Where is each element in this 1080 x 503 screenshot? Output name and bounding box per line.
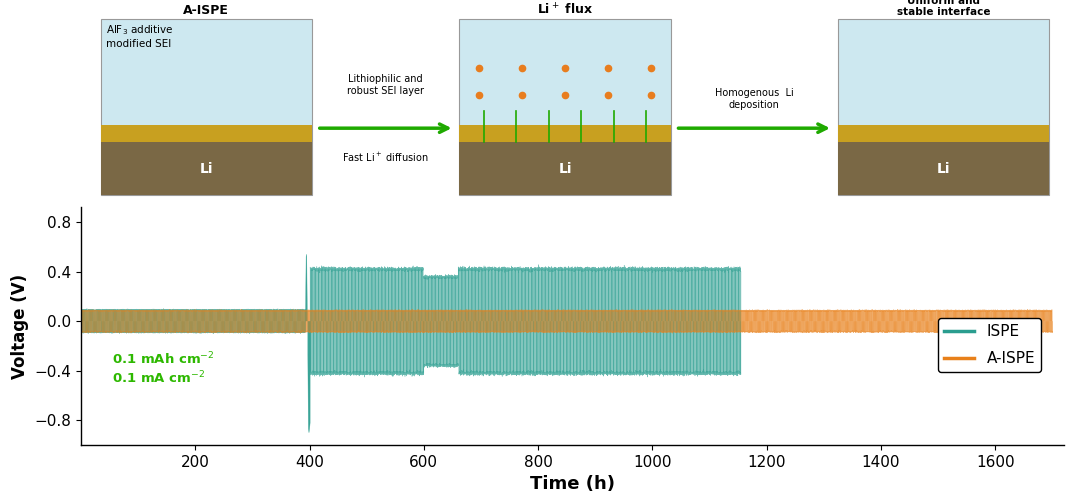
Bar [100,142,312,195]
Bar [838,19,1049,195]
Text: Uniform and
stable interface: Uniform and stable interface [896,0,990,17]
Bar [100,125,312,142]
Text: 0.1 mAh cm$^{-2}$: 0.1 mAh cm$^{-2}$ [112,351,215,368]
Text: Lithiophilic and
robust SEI layer: Lithiophilic and robust SEI layer [347,74,424,96]
X-axis label: Time (h): Time (h) [530,475,615,493]
Text: Homogenous  Li
deposition: Homogenous Li deposition [715,88,794,110]
Bar [459,142,671,195]
Text: Li: Li [558,161,571,176]
Y-axis label: Voltage (V): Voltage (V) [11,274,29,379]
Legend: ISPE, A-ISPE: ISPE, A-ISPE [937,318,1041,372]
Text: Li: Li [936,161,950,176]
Bar [838,142,1049,195]
Text: Li: Li [200,161,213,176]
Text: Li$^+$ flux: Li$^+$ flux [537,2,593,17]
Bar [459,19,671,195]
Text: A-ISPE: A-ISPE [184,5,229,17]
Bar [838,125,1049,142]
Text: Fast Li$^+$ diffusion: Fast Li$^+$ diffusion [342,151,429,164]
Text: AlF$_3$ additive
modified SEI: AlF$_3$ additive modified SEI [106,23,173,49]
Bar [100,19,312,195]
Text: 0.1 mA cm$^{-2}$: 0.1 mA cm$^{-2}$ [112,370,205,386]
Bar [459,125,671,142]
